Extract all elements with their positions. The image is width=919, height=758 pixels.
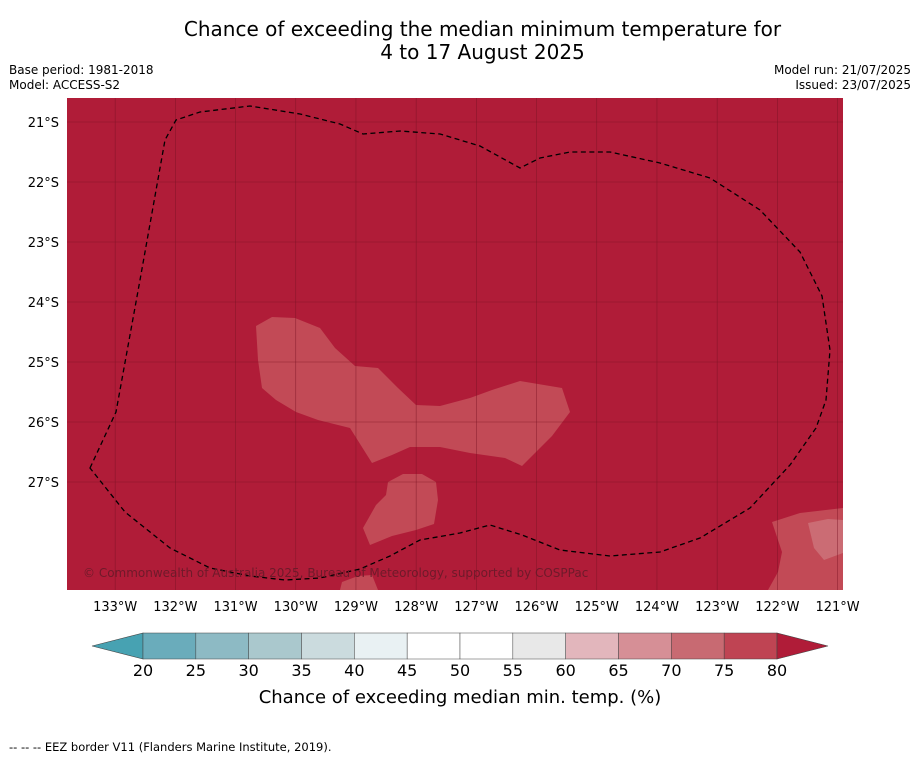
colorbar-tick-label: 80	[767, 661, 787, 680]
latitude-tick-label: 22°S	[28, 176, 59, 191]
colorbar-tick-label: 70	[661, 661, 681, 680]
colorbar-bin	[459, 632, 514, 660]
copyright-notice: © Commonwealth of Australia 2025, Bureau…	[83, 566, 588, 580]
probability-region-bottom-right-inner	[808, 519, 843, 560]
latitude-tick-label: 25°S	[28, 356, 59, 371]
graticule	[67, 98, 843, 590]
colorbar-tick-label: 45	[397, 661, 417, 680]
probability-region-bottom-left	[340, 575, 378, 590]
model-text: Model: ACCESS-S2	[9, 78, 121, 92]
forecast-map: © Commonwealth of Australia 2025, Bureau…	[28, 98, 860, 708]
map-frame: © Commonwealth of Australia 2025, Bureau…	[67, 98, 843, 590]
eez-footer-note: -- -- -- EEZ border V11 (Flanders Marine…	[9, 740, 332, 754]
base-period-text: Base period: 1981-2018	[9, 63, 154, 77]
colorbar-tick-labels: 20 25 30 35 40 45 50 55 60 65 70 75 80	[133, 661, 787, 680]
colorbar-tick-label: 35	[291, 661, 311, 680]
meta-right: Model run: 21/07/2025 Issued: 23/07/2025	[774, 63, 911, 93]
colorbar-bin	[618, 632, 672, 660]
eez-border	[89, 105, 831, 581]
colorbar-bin	[671, 632, 725, 660]
latitude-tick-label: 23°S	[28, 236, 59, 251]
colorbar-bin	[406, 632, 461, 660]
colorbar: 20 25 30 35 40 45 50 55 60 65 70 75 80 Chance of exc…	[91, 632, 829, 708]
colorbar-bin	[301, 632, 355, 660]
longitude-tick-label: 126°W	[514, 600, 558, 615]
latitude-tick-label: 27°S	[28, 476, 59, 491]
longitude-tick-label: 132°W	[153, 600, 197, 615]
colorbar-tick-label: 55	[503, 661, 523, 680]
latitude-tick-label: 21°S	[28, 116, 59, 131]
title-line-1: Chance of exceeding the median minimum t…	[183, 17, 782, 41]
issued-text: Issued: 23/07/2025	[795, 78, 911, 92]
colorbar-bin	[512, 632, 566, 660]
map-background	[67, 98, 843, 590]
longitude-tick-label: 123°W	[695, 600, 739, 615]
colorbar-tick-label: 30	[238, 661, 258, 680]
probability-region-central	[256, 317, 570, 466]
colorbar-bin	[195, 632, 249, 660]
longitude-tick-label: 131°W	[213, 600, 257, 615]
longitude-tick-label: 129°W	[334, 600, 378, 615]
probability-region-south-central	[363, 474, 438, 545]
colorbar-tick-label: 20	[133, 661, 153, 680]
meta-left: Base period: 1981-2018 Model: ACCESS-S2	[9, 63, 154, 93]
colorbar-tick-label: 75	[714, 661, 734, 680]
latitude-tick-labels: 21°S 22°S 23°S 24°S 25°S 26°S 27°S	[28, 116, 59, 491]
colorbar-under-arrow	[91, 632, 144, 660]
colorbar-tick-label: 50	[450, 661, 470, 680]
colorbar-over-arrow	[776, 632, 829, 660]
colorbar-tick-label: 40	[344, 661, 364, 680]
colorbar-bin	[354, 632, 408, 660]
colorbar-bins	[142, 632, 778, 660]
colorbar-bin	[248, 632, 302, 660]
colorbar-tick-label: 60	[555, 661, 575, 680]
longitude-tick-label: 127°W	[454, 600, 498, 615]
longitude-tick-label: 133°W	[93, 600, 137, 615]
colorbar-bin	[723, 632, 778, 660]
longitude-tick-label: 121°W	[815, 600, 859, 615]
longitude-tick-labels: 133°W 132°W 131°W 130°W 129°W 128°W 127°W 126°W…	[93, 600, 860, 615]
longitude-tick-label: 124°W	[635, 600, 679, 615]
colorbar-tick-label: 25	[186, 661, 206, 680]
longitude-tick-label: 130°W	[274, 600, 318, 615]
longitude-tick-label: 125°W	[575, 600, 619, 615]
map-title: Chance of exceeding the median minimum t…	[0, 18, 919, 64]
colorbar-bin	[565, 632, 619, 660]
longitude-tick-label: 122°W	[755, 600, 799, 615]
latitude-tick-label: 24°S	[28, 296, 59, 311]
colorbar-bin	[142, 632, 197, 660]
longitude-tick-label: 128°W	[394, 600, 438, 615]
model-run-text: Model run: 21/07/2025	[773, 63, 911, 77]
colorbar-title: Chance of exceeding median min. temp. (%…	[259, 687, 662, 708]
title-line-2: 4 to 17 August 2025	[380, 40, 585, 64]
latitude-tick-label: 26°S	[28, 416, 59, 431]
colorbar-tick-label: 65	[608, 661, 628, 680]
